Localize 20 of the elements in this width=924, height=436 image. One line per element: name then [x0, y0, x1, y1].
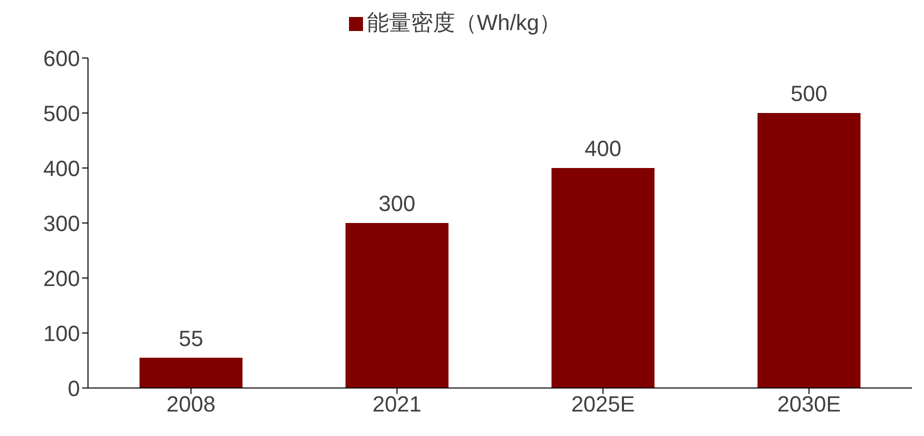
- data-label: 300: [378, 191, 416, 216]
- y-tick-label: 600: [43, 46, 80, 71]
- data-label: 55: [178, 326, 204, 351]
- bar: [758, 113, 860, 388]
- data-label: 500: [790, 81, 828, 106]
- legend-label: 能量密度（Wh/kg）: [366, 10, 562, 35]
- y-tick-label: 300: [43, 210, 80, 236]
- y-tick-label: 100: [43, 320, 80, 346]
- y-tick-label: 400: [43, 156, 80, 181]
- y-tick-label: 0: [68, 376, 80, 401]
- data-label: 400: [584, 136, 622, 161]
- x-tick-label: 2025E: [571, 392, 635, 417]
- bar: [140, 358, 242, 388]
- x-tick-label: 2021: [372, 392, 422, 417]
- y-tick-label: 200: [43, 266, 80, 291]
- x-tick-label: 2008: [166, 392, 216, 417]
- bar: [346, 223, 448, 388]
- bar: [552, 168, 654, 388]
- y-tick-label: 500: [43, 100, 80, 126]
- x-tick-label: 2030E: [777, 392, 841, 417]
